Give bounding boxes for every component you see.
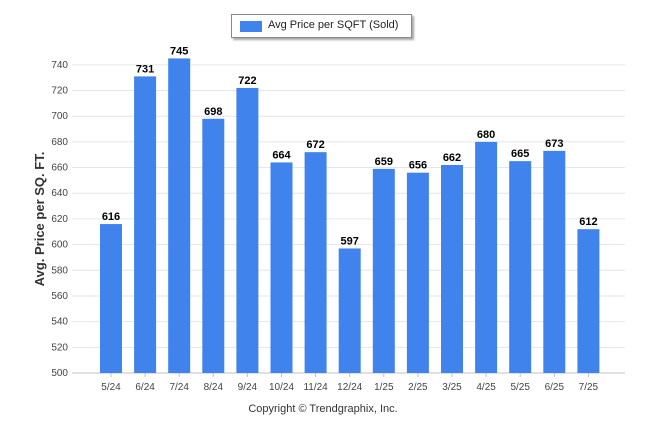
x-tick-label: 2/25 [408,382,428,393]
data-label: 616 [102,211,120,223]
y-tick-label: 580 [51,265,68,276]
data-label: 731 [136,63,154,75]
y-tick-label: 500 [51,368,68,379]
legend: Avg Price per SQFT (Sold) [231,14,412,38]
data-label: 659 [375,156,393,168]
x-tick-label: 8/24 [204,382,224,393]
x-tick-label: 11/24 [303,382,328,393]
legend-swatch [240,21,262,32]
data-label: 680 [477,129,495,141]
bar [134,76,157,373]
data-label: 745 [170,45,188,57]
bar [168,58,191,374]
x-tick-label: 6/24 [135,382,155,393]
bar [236,87,259,374]
x-tick-label: 1/25 [374,382,394,393]
bar [406,172,429,373]
data-labels: 616 731 745 698 722 664 672 597 659 656 662 680 665 6… [102,45,598,247]
bars [100,58,600,374]
data-label: 665 [511,148,529,160]
legend-label: Avg Price per SQFT (Sold) [268,19,399,31]
y-tick-label: 600 [51,240,68,251]
x-tick-label: 7/24 [169,382,189,393]
y-tick-label: 740 [51,60,68,71]
data-label: 612 [579,216,597,228]
y-tick-label: 560 [51,291,68,302]
data-label: 673 [545,138,563,150]
x-tick-label: 7/25 [579,382,599,393]
bar [441,164,463,373]
bar [338,248,361,373]
y-tick-label: 700 [51,111,68,122]
y-tick-label: 620 [51,214,68,225]
data-label: 662 [443,152,461,164]
data-label: 664 [272,149,291,161]
data-label: 698 [204,106,222,118]
x-tick-label: 3/25 [442,382,462,393]
y-tick-label: 680 [51,137,68,148]
data-label: 656 [409,160,427,172]
bar [372,168,395,373]
y-tick-label: 640 [51,188,68,199]
x-tick-label: 12/24 [337,382,362,393]
x-tick-label: 4/25 [476,382,496,393]
bar [543,150,566,373]
data-label: 597 [341,235,359,247]
y-tick-label: 660 [51,163,68,174]
bar [509,161,532,373]
y-axis-label: Avg. Price per SQ. FT. [32,152,47,287]
bar [202,118,225,373]
y-tick-label: 540 [51,317,68,328]
bar [304,152,327,373]
data-label: 722 [238,75,256,87]
bar [577,229,600,373]
x-tick-label: 5/25 [510,382,530,393]
bar [100,224,122,373]
bar [270,162,293,373]
y-axis-ticks: 500 520 540 560 580 600 620 640 660 680 700 720 740 [51,60,68,379]
x-tick-label: 10/24 [269,382,294,393]
y-tick-label: 520 [51,342,68,353]
x-tick-label: 9/24 [238,382,258,393]
copyright-text: Copyright © Trendgraphix, Inc. [248,403,398,415]
x-tick-label: 5/24 [101,382,121,393]
y-tick-label: 720 [51,86,68,97]
x-tick-label: 6/25 [545,382,565,393]
data-label: 672 [306,139,324,151]
x-axis-ticks: 5/24 6/24 7/24 8/24 9/24 10/24 11/24 12/24 1/25 2… [101,373,599,393]
bar [475,141,498,373]
